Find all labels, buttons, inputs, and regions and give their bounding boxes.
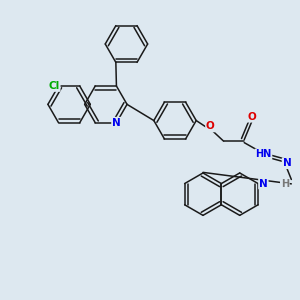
Text: O: O <box>206 122 215 131</box>
Text: N: N <box>259 178 268 189</box>
Text: N: N <box>283 158 291 168</box>
Text: HN: HN <box>255 149 272 159</box>
Text: H: H <box>281 179 289 189</box>
Text: Cl: Cl <box>49 81 60 91</box>
Text: N: N <box>112 118 121 128</box>
Text: O: O <box>247 112 256 122</box>
